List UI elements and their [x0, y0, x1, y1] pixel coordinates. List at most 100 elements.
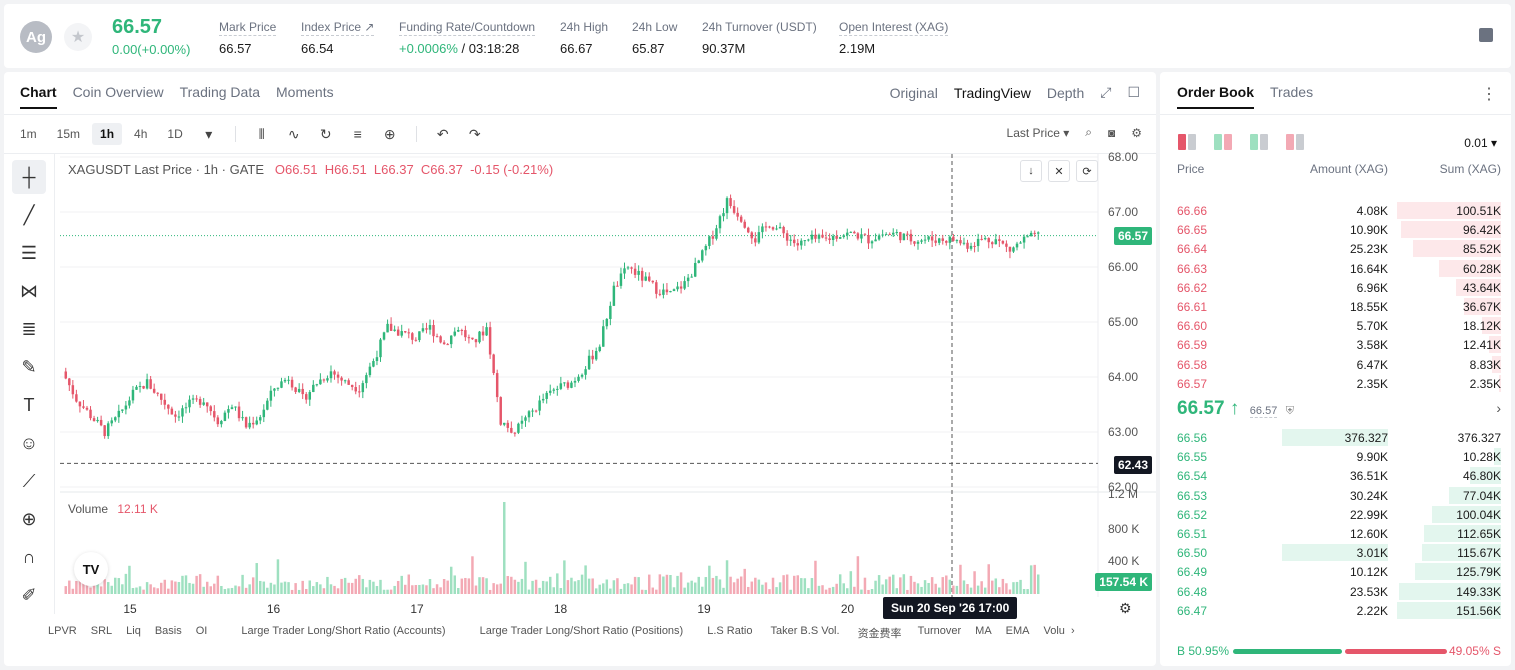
ask-row[interactable]: 66.58 6.47K 8.83K	[1160, 355, 1511, 374]
undo-icon[interactable]: ↶	[436, 125, 449, 142]
horizontal-lines-icon[interactable]: ☰	[20, 242, 38, 263]
ask-amount: 5.70K	[1356, 319, 1388, 334]
chevron-down-icon[interactable]: ▾	[205, 125, 213, 142]
interval-1m[interactable]: 1m	[20, 127, 37, 141]
stat-index-price[interactable]: Index Price ↗ 66.54	[301, 18, 375, 56]
gear-icon[interactable]: ⚙	[1131, 125, 1142, 140]
tab-trades[interactable]: Trades	[1270, 84, 1314, 100]
indicator-volume[interactable]: Volu	[1043, 625, 1065, 637]
mode-asks-icon[interactable]	[1286, 134, 1304, 150]
gear-icon[interactable]: ⚙	[1119, 600, 1132, 616]
emoji-icon[interactable]: ☺	[19, 432, 39, 453]
tab-trading-data[interactable]: Trading Data	[179, 84, 261, 100]
ask-row[interactable]: 66.61 18.55K 36.67K	[1160, 297, 1511, 316]
tradingview-logo[interactable]: TV	[74, 552, 108, 586]
tab-chart[interactable]: Chart	[20, 84, 57, 109]
tab-moments[interactable]: Moments	[276, 84, 334, 100]
view-original[interactable]: Original	[889, 84, 938, 101]
magnet-icon[interactable]: ∩	[22, 546, 36, 567]
ask-amount: 16.64K	[1349, 261, 1388, 276]
interval-4h[interactable]: 4h	[134, 127, 148, 141]
interval-1h[interactable]: 1h	[92, 123, 123, 145]
candle-body	[481, 331, 485, 336]
camera-icon[interactable]: ◙	[1107, 125, 1116, 140]
stat-mark-price[interactable]: Mark Price 66.57	[219, 18, 277, 56]
stat-open-interest[interactable]: Open Interest (XAG) 2.19M	[839, 18, 949, 56]
ask-row[interactable]: 66.63 16.64K 60.28K	[1160, 259, 1511, 278]
pencil-icon[interactable]: ✐	[21, 584, 37, 605]
bid-row[interactable]: 66.52 22.99K 100.04K	[1160, 505, 1511, 524]
indicator-funding-rate[interactable]: 资金费率	[857, 628, 902, 640]
window-icon[interactable]: ☐	[1127, 84, 1140, 100]
redo-icon[interactable]: ↷	[468, 125, 481, 142]
bid-row[interactable]: 66.51 12.60K 112.65K	[1160, 524, 1511, 543]
ask-row[interactable]: 66.59 3.58K 12.41K	[1160, 335, 1511, 354]
chevron-right-icon[interactable]: ›	[1496, 400, 1501, 416]
indicator-oi[interactable]: OI	[195, 625, 208, 637]
brush-icon[interactable]: ✎	[21, 356, 37, 377]
ask-row[interactable]: 66.64 25.23K 85.52K	[1160, 239, 1511, 258]
bid-row[interactable]: 66.54 36.51K 46.80K	[1160, 466, 1511, 485]
candle-body	[149, 379, 152, 389]
bid-row[interactable]: 66.55 9.90K 10.28K	[1160, 447, 1511, 466]
interval-1d[interactable]: 1D	[167, 127, 183, 141]
ask-row[interactable]: 66.65 10.90K 96.42K	[1160, 220, 1511, 239]
indicator-ls-ratio[interactable]: L.S Ratio	[707, 625, 753, 637]
mid-price-row[interactable]: 66.57 ↑ 66.57 ⛨ ›	[1177, 398, 1501, 422]
indicator-liq[interactable]: Liq	[126, 625, 141, 637]
indicator-basis[interactable]: Basis	[154, 625, 182, 637]
more-icon[interactable]: ⋮	[1481, 86, 1497, 103]
ask-row[interactable]: 66.62 6.96K 43.64K	[1160, 278, 1511, 297]
bid-row[interactable]: 66.50 3.01K 115.67K	[1160, 543, 1511, 562]
bid-row[interactable]: 66.56 376.327 376.327	[1160, 428, 1511, 447]
view-tradingview[interactable]: TradingView	[953, 84, 1031, 101]
bid-row[interactable]: 66.47 2.22K 151.56K	[1160, 601, 1511, 620]
fib-icon[interactable]: ≣	[21, 318, 37, 339]
indicator-ls-accounts[interactable]: Large Trader Long/Short Ratio (Accounts)	[241, 625, 446, 637]
text-icon[interactable]: T	[23, 394, 35, 415]
crosshair-icon[interactable]: ┼	[12, 160, 46, 194]
tab-coin-overview[interactable]: Coin Overview	[72, 84, 164, 100]
view-depth[interactable]: Depth	[1046, 84, 1085, 101]
collapse-icon[interactable]: ✕	[1048, 160, 1070, 182]
indicator-turnover[interactable]: Turnover	[917, 625, 962, 637]
indicator-taker-vol[interactable]: Taker B.S Vol.	[770, 625, 840, 637]
pattern-icon[interactable]: ⋈	[20, 280, 38, 301]
ask-row[interactable]: 66.66 4.08K 100.51K	[1160, 201, 1511, 220]
ruler-icon[interactable]: ⟋	[22, 470, 36, 491]
mode-both-alt-icon[interactable]	[1214, 134, 1232, 150]
arrow-down-icon[interactable]: ↓	[1020, 160, 1042, 182]
price-chart[interactable]: 68.00 67.00 66.00 65.00 64.00 63.00 62.001.2 M…	[4, 72, 1156, 666]
templates-icon[interactable]: ≡	[353, 126, 362, 142]
price-type-select[interactable]: Last Price ▾	[1006, 125, 1070, 140]
stat-funding-rate[interactable]: Funding Rate/Countdown +0.0006% / 03:18:…	[399, 18, 536, 56]
indicator-ls-positions[interactable]: Large Trader Long/Short Ratio (Positions…	[479, 625, 684, 637]
favorite-star-icon[interactable]: ★	[64, 23, 92, 51]
expand-icon[interactable]: ⤢	[1100, 84, 1112, 100]
bid-row[interactable]: 66.48 23.53K 149.33K	[1160, 582, 1511, 601]
tab-order-book[interactable]: Order Book	[1177, 84, 1255, 109]
trendline-icon[interactable]: ╱	[23, 204, 35, 225]
interval-15m[interactable]: 15m	[56, 127, 81, 141]
add-indicator-icon[interactable]: ⊕	[383, 125, 396, 142]
indicator-ema[interactable]: EMA	[1005, 625, 1030, 637]
bid-row[interactable]: 66.53 30.24K 77.04K	[1160, 486, 1511, 505]
ask-row[interactable]: 66.57 2.35K 2.35K	[1160, 374, 1511, 393]
mode-bids-icon[interactable]	[1250, 134, 1268, 150]
candle-body	[92, 418, 96, 422]
mode-both-icon[interactable]	[1178, 134, 1196, 150]
candles-icon[interactable]: ⫴	[258, 125, 265, 142]
search-icon[interactable]: ⌕	[1085, 125, 1092, 139]
precision-select[interactable]: 0.01 ▾	[1464, 136, 1497, 150]
indicator-lpvr[interactable]: LPVR	[48, 625, 77, 637]
ask-row[interactable]: 66.60 5.70K 18.12K	[1160, 316, 1511, 335]
indicator-srl[interactable]: SRL	[90, 625, 113, 637]
replay-icon[interactable]: ↻	[319, 125, 332, 142]
refresh-icon[interactable]: ⟳	[1076, 160, 1098, 182]
chevron-right-icon[interactable]: ›	[1070, 625, 1075, 637]
book-icon[interactable]	[1479, 28, 1493, 42]
bid-row[interactable]: 66.49 10.12K 125.79K	[1160, 562, 1511, 581]
indicators-icon[interactable]: ∿	[287, 125, 300, 142]
indicator-ma[interactable]: MA	[975, 625, 992, 637]
zoom-icon[interactable]: ⊕	[21, 508, 37, 529]
